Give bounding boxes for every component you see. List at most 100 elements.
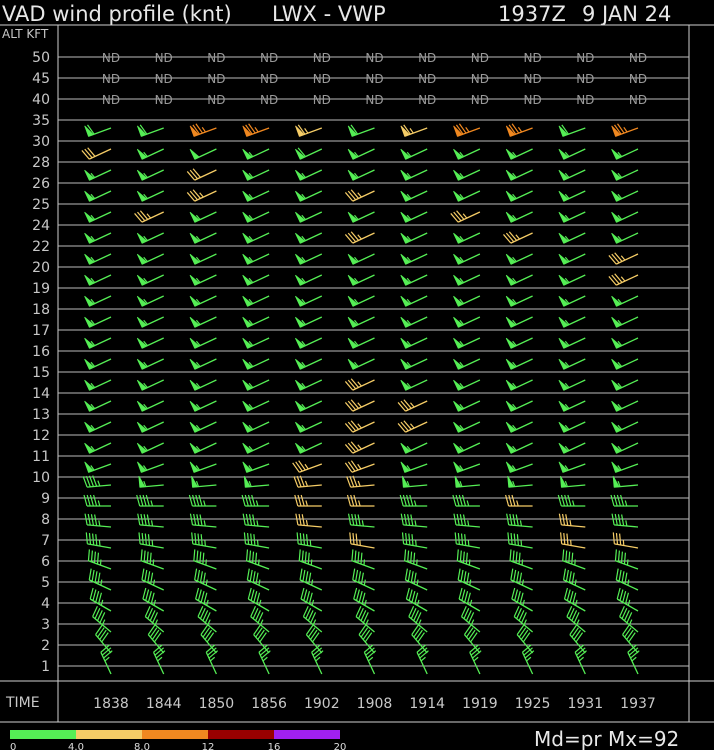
wind-barb bbox=[189, 337, 217, 349]
wind-barb bbox=[242, 337, 270, 349]
wind-barb bbox=[558, 421, 586, 433]
wind-barb bbox=[205, 644, 219, 675]
wind-barb bbox=[453, 148, 481, 160]
wind-barb bbox=[136, 421, 164, 433]
wind-barb bbox=[450, 210, 481, 223]
wind-barb bbox=[400, 169, 428, 181]
wind-barb bbox=[505, 295, 533, 307]
wind-barb bbox=[247, 587, 270, 612]
wind-barb bbox=[611, 211, 639, 223]
wind-barb bbox=[294, 494, 322, 507]
wind-barb bbox=[295, 124, 323, 137]
altitude-tick-label: 4 bbox=[41, 596, 50, 612]
wind-barb bbox=[344, 399, 375, 412]
altitude-tick-label: 35 bbox=[32, 113, 50, 129]
no-data-marker: ND bbox=[207, 72, 225, 86]
wind-barb bbox=[400, 316, 428, 328]
wind-barb bbox=[295, 337, 323, 349]
wind-barb bbox=[560, 532, 586, 549]
wind-barb bbox=[347, 358, 375, 370]
station-label: LWX - VWP bbox=[272, 2, 386, 26]
wind-barb bbox=[344, 378, 375, 391]
wind-barb bbox=[138, 475, 164, 488]
legend-tick-label: 4.0 bbox=[68, 742, 84, 750]
wind-barb bbox=[558, 337, 586, 349]
wind-barb bbox=[242, 358, 270, 370]
wind-barb bbox=[189, 123, 217, 137]
no-data-marker: ND bbox=[418, 93, 436, 107]
no-data-marker: ND bbox=[523, 72, 541, 86]
wind-barb bbox=[189, 316, 217, 328]
wind-barb bbox=[142, 587, 165, 612]
wind-barb bbox=[136, 494, 164, 507]
wind-barb bbox=[295, 253, 323, 265]
wind-barb bbox=[503, 231, 533, 244]
legend-tick-label: 16 bbox=[268, 742, 281, 750]
wind-barb bbox=[611, 232, 639, 244]
wind-barb bbox=[563, 587, 586, 612]
wind-barb bbox=[347, 274, 375, 286]
wind-barb bbox=[458, 587, 481, 612]
wind-barb bbox=[84, 124, 112, 137]
wind-barb bbox=[505, 211, 533, 223]
wind-barb bbox=[353, 587, 375, 612]
wind-barb bbox=[83, 494, 111, 507]
no-data-marker: ND bbox=[102, 93, 120, 107]
wind-barb bbox=[616, 587, 639, 612]
wind-barb bbox=[400, 379, 428, 391]
no-data-marker: ND bbox=[155, 51, 173, 65]
wind-barb bbox=[347, 253, 375, 265]
wind-barb bbox=[295, 211, 323, 223]
wind-barb bbox=[347, 124, 375, 137]
wind-barb bbox=[242, 211, 270, 223]
wind-barb bbox=[242, 148, 270, 160]
wind-barb bbox=[137, 513, 164, 528]
no-data-marker: ND bbox=[629, 51, 647, 65]
wind-barb bbox=[363, 644, 377, 675]
wind-barb bbox=[611, 169, 639, 181]
wind-barb bbox=[404, 549, 428, 570]
time-tick-label: 1914 bbox=[409, 696, 445, 712]
wind-barb bbox=[615, 568, 639, 591]
no-data-marker: ND bbox=[207, 51, 225, 65]
scan-date: 9 JAN 24 bbox=[582, 2, 671, 26]
wind-barb bbox=[84, 400, 112, 412]
wind-barb bbox=[189, 148, 217, 160]
no-data-marker: ND bbox=[523, 51, 541, 65]
wind-barb bbox=[611, 337, 639, 349]
altitude-tick-label: 3 bbox=[41, 617, 50, 633]
wind-barb bbox=[513, 605, 534, 633]
no-data-marker: ND bbox=[576, 72, 594, 86]
wind-barb bbox=[453, 400, 481, 412]
wind-barb bbox=[510, 568, 533, 591]
wind-barb bbox=[469, 644, 482, 675]
wind-barb bbox=[84, 232, 112, 244]
wind-barb bbox=[295, 147, 323, 160]
wind-barb bbox=[242, 316, 270, 328]
legend-color-swatch bbox=[142, 730, 208, 739]
wind-barb bbox=[505, 123, 533, 137]
wind-barb bbox=[242, 232, 270, 244]
wind-barb bbox=[460, 605, 481, 633]
wind-barb bbox=[295, 421, 323, 433]
wind-barb bbox=[509, 549, 533, 570]
wind-barb bbox=[84, 421, 112, 433]
wind-barb bbox=[344, 231, 375, 244]
wind-barb bbox=[186, 168, 217, 181]
wind-barb bbox=[454, 532, 481, 549]
wind-barb bbox=[191, 475, 217, 488]
wind-barb bbox=[610, 494, 638, 507]
wind-barb bbox=[136, 442, 164, 454]
wind-barb bbox=[349, 532, 375, 549]
wind-barb bbox=[194, 568, 217, 591]
wind-barb bbox=[400, 211, 428, 223]
wind-barb bbox=[505, 358, 533, 370]
wind-barb bbox=[347, 316, 375, 328]
wind-barb bbox=[456, 549, 481, 570]
wind-barb bbox=[453, 169, 481, 181]
wind-barb bbox=[574, 644, 587, 675]
wind-barb bbox=[558, 190, 586, 202]
wind-barb bbox=[400, 442, 428, 454]
time-tick-label: 1902 bbox=[304, 696, 340, 712]
